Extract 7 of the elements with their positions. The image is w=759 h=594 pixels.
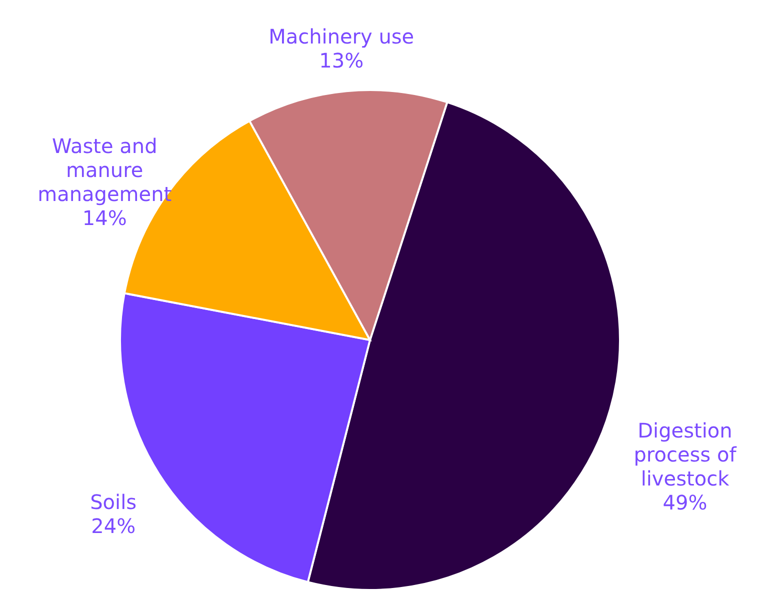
slice-label: Digestion process of livestock bbox=[634, 418, 738, 490]
slice-label: Machinery use bbox=[268, 24, 414, 48]
data-label: 13% bbox=[319, 48, 364, 72]
data-label: 24% bbox=[91, 514, 136, 538]
data-label: 49% bbox=[662, 490, 708, 514]
slice-label: Soils bbox=[90, 490, 137, 514]
data-label: 14% bbox=[82, 206, 127, 230]
